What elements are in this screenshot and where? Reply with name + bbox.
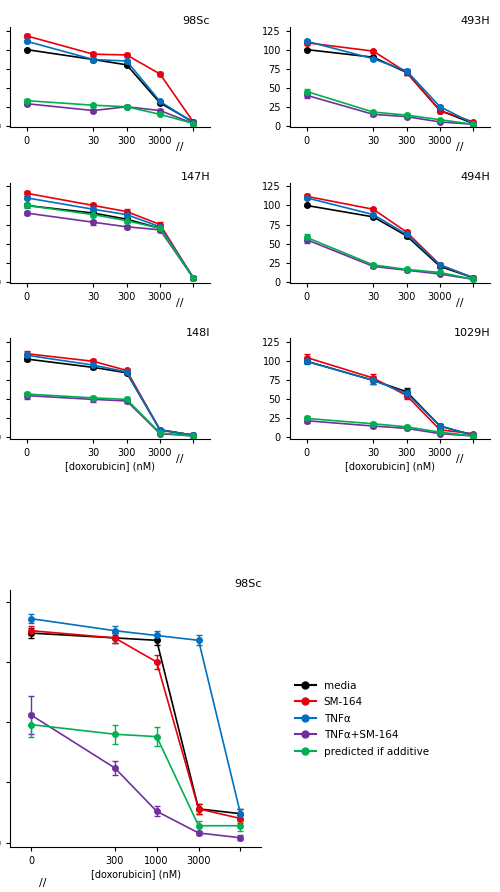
X-axis label: [doxorubicin] (nM): [doxorubicin] (nM): [65, 461, 155, 471]
Text: //: //: [39, 879, 46, 888]
Text: 98Sc: 98Sc: [234, 579, 262, 589]
Text: 1029H: 1029H: [454, 327, 490, 338]
Text: 493H: 493H: [460, 16, 490, 26]
Text: 98Sc: 98Sc: [182, 16, 210, 26]
Text: //: //: [456, 143, 464, 153]
Legend: media, SM-164, TNFα, TNFα+SM-164, predicted if additive: media, SM-164, TNFα, TNFα+SM-164, predic…: [290, 675, 434, 762]
X-axis label: [doxorubicin] (nM): [doxorubicin] (nM): [90, 869, 180, 880]
Text: //: //: [456, 298, 464, 309]
X-axis label: [doxorubicin] (nM): [doxorubicin] (nM): [345, 461, 435, 471]
Text: //: //: [176, 298, 184, 309]
Text: //: //: [176, 143, 184, 153]
Text: 148I: 148I: [186, 327, 210, 338]
Text: //: //: [176, 454, 184, 464]
Text: 494H: 494H: [460, 172, 490, 182]
Text: //: //: [456, 454, 464, 464]
Text: 147H: 147H: [180, 172, 210, 182]
